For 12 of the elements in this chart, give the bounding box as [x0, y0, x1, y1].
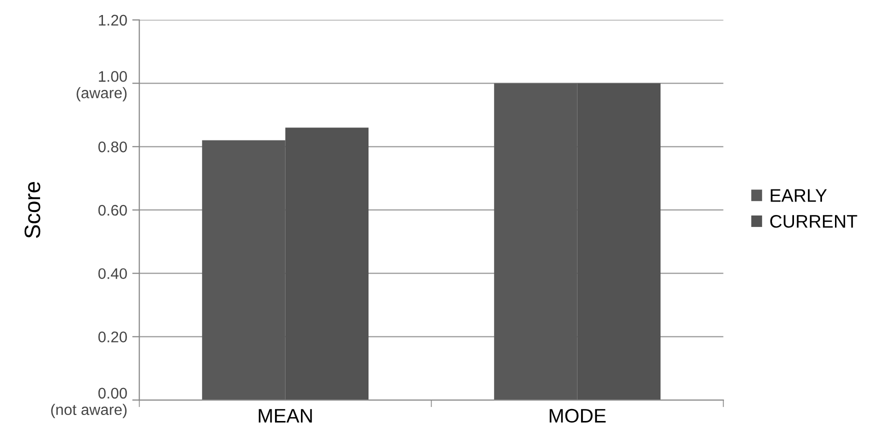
text: 0.40	[98, 268, 127, 280]
text: 1.20	[98, 14, 127, 26]
x-tick-label: MODE	[550, 408, 606, 423]
text: 0.20	[98, 332, 127, 342]
y-tick-label: 1.00 (aware)	[76, 71, 127, 102]
y-axis-title: Score	[24, 182, 40, 238]
x-tick-label: MEAN	[258, 409, 312, 422]
legend-label: CURRENT	[770, 214, 858, 228]
legend-label: EARLY	[770, 189, 827, 202]
y-tick-label: 0.00 (not aware)	[51, 388, 127, 418]
text: 0.80	[98, 142, 127, 152]
text: 0.60	[98, 204, 127, 216]
